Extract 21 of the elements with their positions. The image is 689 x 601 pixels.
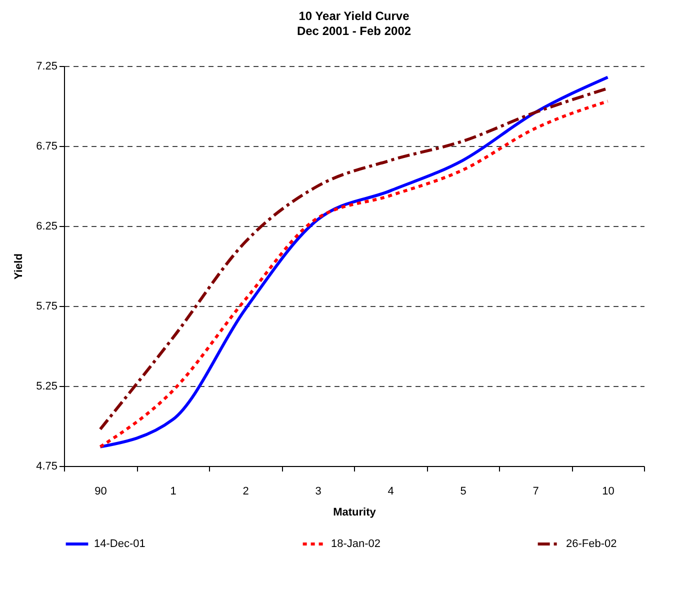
y-tick-label: 6.25 [36, 220, 58, 232]
x-tick-label: 4 [388, 486, 394, 498]
x-tick-label: 5 [460, 486, 466, 498]
x-tick-label: 3 [315, 486, 322, 498]
legend-label: 14-Dec-01 [94, 538, 146, 550]
y-axis-title: Yield [13, 254, 26, 280]
legend-label: 18-Jan-02 [331, 538, 381, 550]
x-axis-title: Maturity [333, 506, 377, 518]
x-tick-label: 10 [602, 486, 614, 498]
legend-label: 26-Feb-02 [566, 538, 617, 550]
x-tick-label: 7 [532, 486, 539, 498]
y-tick-label: 5.75 [36, 300, 58, 312]
chart-title: 10 Year Yield Curve [298, 9, 410, 23]
chart-subtitle: Dec 2001 - Feb 2002 [296, 24, 412, 38]
y-tick-label: 5.25 [36, 380, 58, 392]
y-tick-label: 4.75 [36, 460, 58, 472]
y-tick-label: 6.75 [36, 140, 58, 152]
x-tick-label: 2 [242, 486, 249, 498]
y-tick-label: 7.25 [36, 60, 58, 72]
x-tick-label: 1 [170, 486, 176, 498]
x-tick-label: 90 [94, 486, 107, 498]
